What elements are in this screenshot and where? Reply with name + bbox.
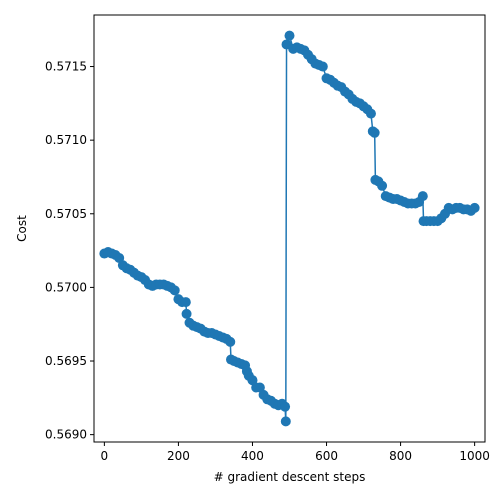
data-point [469, 202, 480, 213]
data-point [284, 30, 295, 41]
x-tick-label: 400 [241, 449, 264, 463]
y-tick-label: 0.5705 [45, 207, 87, 221]
x-axis-label: # gradient descent steps [214, 470, 366, 484]
plot-frame [93, 14, 486, 443]
x-tick-label: 1000 [459, 449, 490, 463]
ticks-layer: 0 200 400 600 800 1000 0.5690 0.5695 0.5700 0.570… [45, 60, 490, 463]
data-point [247, 375, 258, 386]
x-tick-label: 600 [315, 449, 338, 463]
x-tick-label: 0 [101, 449, 109, 463]
data-point [181, 308, 192, 319]
y-tick-label: 0.5690 [45, 428, 87, 442]
y-tick-label: 0.5700 [45, 280, 87, 294]
series-layer [99, 30, 480, 427]
y-tick-label: 0.5710 [45, 133, 87, 147]
data-point [317, 61, 328, 72]
data-point [369, 127, 380, 138]
data-point [169, 285, 180, 296]
x-tick-label: 800 [389, 449, 412, 463]
data-point [254, 382, 265, 393]
y-tick-label: 0.5715 [45, 60, 87, 74]
y-tick-label: 0.5695 [45, 354, 87, 368]
data-point [114, 252, 125, 263]
data-point [280, 416, 291, 427]
data-point [280, 401, 291, 412]
data-point [180, 297, 191, 308]
data-point [225, 336, 236, 347]
y-axis-label: Cost [15, 215, 29, 242]
data-point [377, 180, 388, 191]
data-point [417, 191, 428, 202]
x-tick-label: 200 [167, 449, 190, 463]
data-point [365, 108, 376, 119]
